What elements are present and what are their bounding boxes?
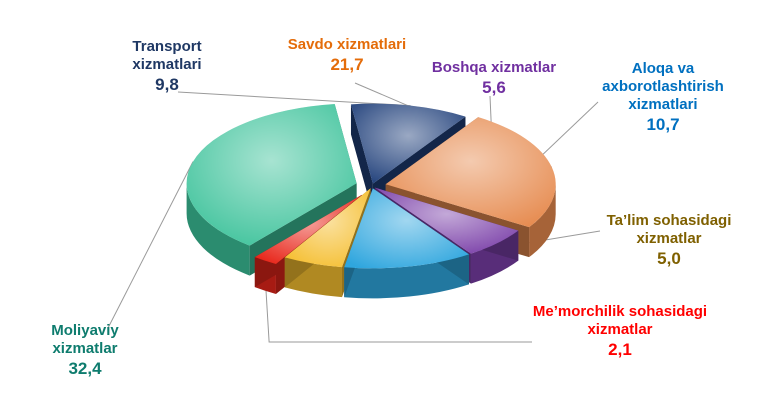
slice-label-savdo: Savdo xizmatlari: [287, 36, 407, 53]
label-boshqa: Boshqa xizmatlar 5,6: [414, 59, 574, 98]
slice-gloss-talim: [284, 188, 371, 268]
slice-value-savdo: 21,7: [330, 55, 364, 74]
slice-value-talim: 5,0: [657, 249, 681, 268]
label-memorchilik: Me’morchilik sohasidagi xizmatlar 2,1: [530, 303, 710, 360]
slice-value-boshqa: 5,6: [482, 78, 506, 97]
slice-label-transport: Transport xizmatlari: [132, 38, 202, 73]
slice-side-aloqa: [344, 254, 469, 299]
slice-value-moliyaviy: 32,4: [68, 359, 102, 378]
pie-slices: [186, 103, 556, 299]
leader-line-transport: [177, 91, 411, 107]
slice-gloss-aloqa: [344, 188, 469, 269]
slice-aloqa: [344, 188, 469, 299]
slice-label-boshqa: Boshqa xizmatlar: [431, 59, 557, 76]
slice-gloss-boshqa: [374, 187, 519, 254]
slice-value-transport: 9,8: [155, 75, 179, 94]
slice-gloss-transport: [350, 103, 466, 184]
slice-side-savdo: [529, 184, 556, 258]
slice-value-aloqa: 10,7: [646, 115, 680, 134]
slice-talim: [284, 188, 371, 298]
slice-value-memorchilik: 2,1: [608, 340, 632, 359]
slice-label-moliyaviy: Moliyaviy xizmatlar: [51, 322, 119, 357]
label-moliyaviy: Moliyaviy xizmatlar 32,4: [30, 322, 140, 379]
slice-wall-transport: [350, 104, 373, 214]
slice-side-moliyaviy: [186, 183, 250, 276]
leader-line-moliyaviy: [107, 161, 194, 329]
label-talim: Ta’lim sohasidagi xizmatlar 5,0: [584, 212, 754, 269]
label-savdo: Savdo xizmatlari 21,7: [262, 36, 432, 75]
label-transport: Transport xizmatlari 9,8: [112, 38, 222, 95]
leader-line-memorchilik: [264, 275, 532, 343]
slice-gloss-savdo: [385, 117, 556, 228]
slice-label-memorchilik: Me’morchilik sohasidagi xizmatlar: [532, 303, 708, 338]
slice-label-talim: Ta’lim sohasidagi xizmatlar: [606, 212, 732, 247]
label-aloqa: Aloqa va axborotlashtirish xizmatlari 10…: [588, 60, 738, 135]
slice-label-aloqa: Aloqa va axborotlashtirish xizmatlari: [602, 60, 724, 113]
slice-gloss-memorchilik: [254, 194, 362, 264]
slice-gloss-moliyaviy: [186, 104, 357, 246]
